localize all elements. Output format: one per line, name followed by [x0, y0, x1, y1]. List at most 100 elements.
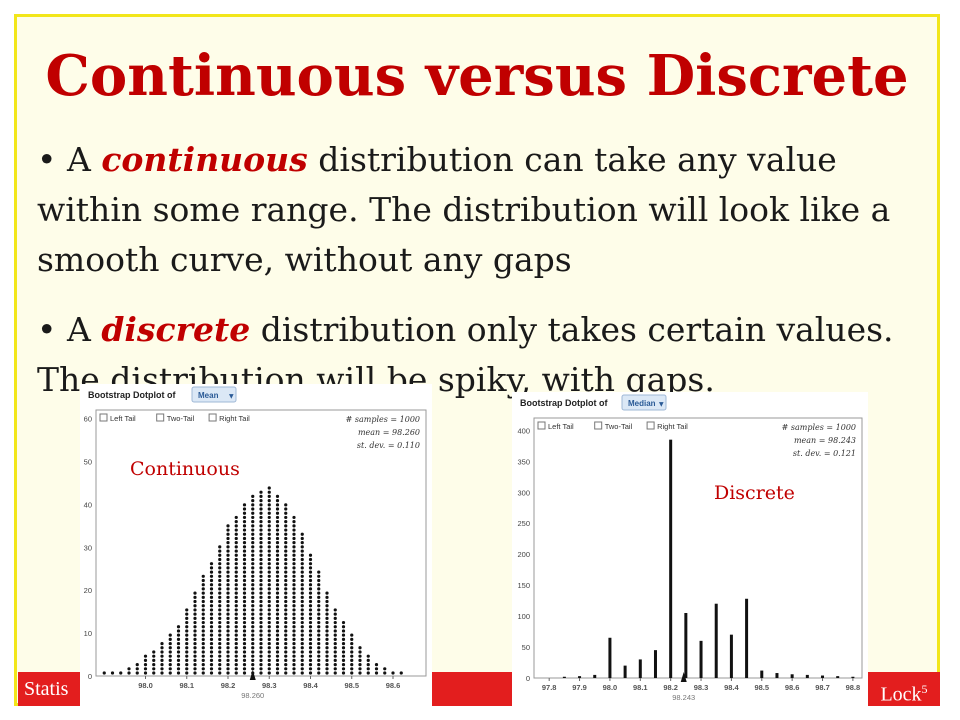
data-dot	[242, 507, 247, 511]
data-dot	[234, 566, 238, 570]
data-dot	[193, 620, 197, 625]
data-dot	[292, 541, 296, 545]
data-dot	[176, 654, 181, 658]
data-spike	[699, 640, 703, 678]
data-dot	[242, 662, 247, 667]
data-dot	[267, 629, 271, 633]
mean-marker-label: 98.260	[241, 691, 264, 700]
data-dot	[234, 549, 238, 553]
data-dot	[300, 650, 304, 654]
data-dot	[275, 604, 280, 608]
data-dot	[292, 612, 296, 616]
y-tick-label: 0	[526, 674, 530, 683]
y-tick-label: 40	[84, 500, 92, 509]
data-dot	[193, 671, 197, 675]
data-dot	[234, 528, 238, 532]
data-spike	[669, 439, 673, 678]
data-dot	[201, 637, 205, 641]
data-dot	[275, 662, 280, 667]
data-dot	[193, 616, 197, 620]
data-dot	[300, 641, 304, 646]
data-dot	[242, 532, 247, 536]
tail-checkbox	[156, 413, 165, 422]
data-dot	[275, 646, 280, 650]
data-dot	[110, 671, 115, 675]
data-dot	[284, 667, 288, 671]
data-dot	[300, 667, 304, 671]
data-dot	[267, 507, 271, 511]
data-dot	[275, 625, 280, 629]
data-dot	[317, 595, 321, 599]
data-dot	[325, 599, 329, 604]
data-dot	[284, 570, 288, 574]
data-dot	[251, 536, 255, 541]
data-dot	[284, 549, 288, 553]
tail-checkbox-label: Two-Tail	[167, 414, 195, 423]
data-dot	[267, 625, 271, 629]
data-dot	[317, 658, 321, 662]
data-dot	[292, 545, 296, 549]
data-dot	[201, 591, 205, 595]
data-dot	[308, 591, 313, 595]
data-dot	[300, 608, 304, 612]
data-dot	[308, 641, 313, 646]
data-dot	[292, 646, 296, 650]
data-dot	[226, 583, 230, 587]
term-discrete: discrete	[101, 310, 251, 349]
data-dot	[325, 650, 329, 654]
data-spike	[805, 674, 809, 678]
data-dot	[242, 667, 247, 671]
data-dot	[259, 541, 263, 545]
data-dot	[383, 667, 387, 671]
data-dot	[259, 507, 263, 511]
data-dot	[300, 620, 304, 625]
x-tick-label: 98.4	[303, 681, 318, 690]
data-dot	[234, 654, 238, 658]
data-dot	[267, 494, 271, 499]
y-tick-label: 300	[517, 488, 530, 497]
data-dot	[201, 599, 205, 604]
data-dot	[308, 658, 313, 662]
data-dot	[226, 654, 230, 658]
data-dot	[251, 553, 255, 557]
data-dot	[292, 553, 296, 557]
data-dot	[358, 654, 362, 658]
data-dot	[366, 654, 370, 658]
data-dot	[267, 549, 271, 553]
data-dot	[300, 654, 304, 658]
data-dot	[251, 641, 255, 646]
data-dot	[209, 566, 214, 570]
data-dot	[176, 637, 181, 641]
data-dot	[242, 650, 247, 654]
data-dot	[193, 595, 197, 599]
data-dot	[300, 604, 304, 608]
data-dot	[333, 629, 337, 633]
x-tick-label: 97.8	[542, 683, 557, 692]
data-dot	[259, 671, 263, 675]
data-dot	[292, 608, 296, 612]
slide-title: Continuous versus Discrete	[45, 43, 909, 109]
data-spike	[608, 637, 612, 678]
data-dot	[284, 528, 288, 532]
data-dot	[242, 654, 247, 658]
data-dot	[267, 553, 271, 557]
data-dot	[341, 671, 346, 675]
data-dot	[333, 616, 337, 620]
data-dot	[234, 520, 238, 524]
data-dot	[127, 667, 131, 671]
data-dot	[226, 528, 230, 532]
summary-stat: st. dev. = 0.110	[357, 441, 420, 450]
x-tick-label: 97.9	[572, 683, 587, 692]
data-dot	[259, 566, 263, 570]
data-dot	[234, 591, 238, 595]
data-dot	[218, 650, 222, 654]
data-dot	[325, 633, 329, 637]
data-dot	[267, 612, 271, 616]
data-dot	[201, 650, 205, 654]
data-dot	[292, 629, 296, 633]
data-dot	[242, 562, 247, 566]
data-dot	[284, 532, 288, 536]
data-dot	[251, 662, 255, 667]
data-dot	[201, 671, 205, 675]
footer-right-banner: Lock5	[868, 672, 940, 706]
